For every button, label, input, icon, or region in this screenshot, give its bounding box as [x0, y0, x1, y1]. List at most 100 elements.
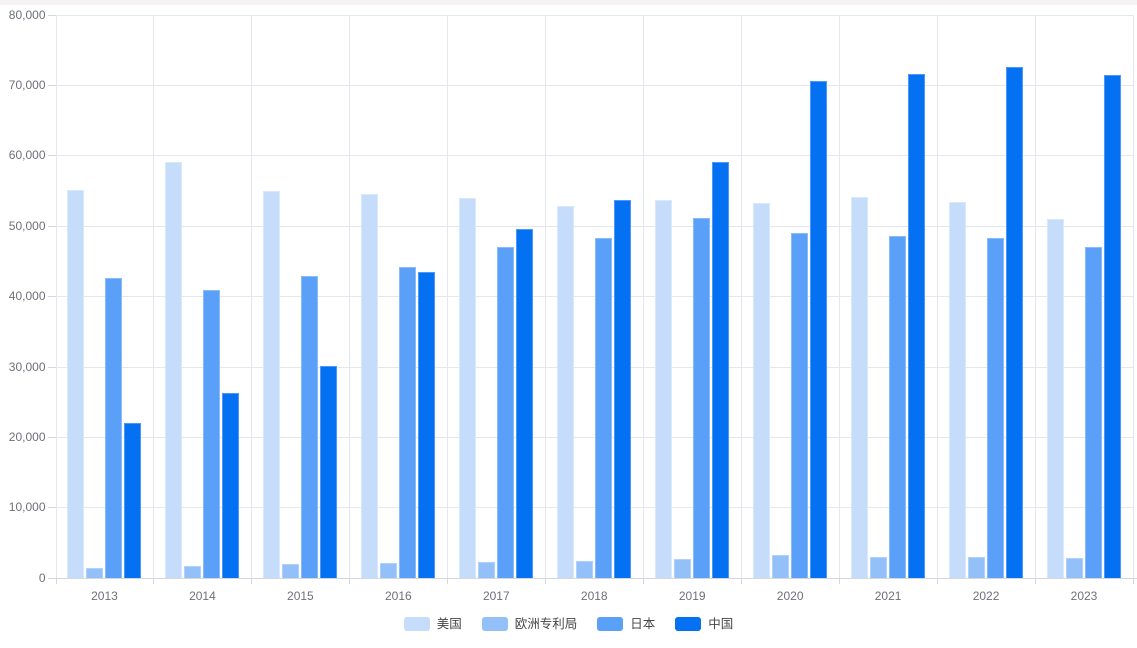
bar-cn-2014[interactable] — [222, 393, 240, 578]
x-axis-label-2022: 2022 — [972, 588, 1000, 603]
bar-us-2020[interactable] — [753, 203, 771, 578]
bar-us-2013[interactable] — [67, 189, 85, 578]
bar-jp-2023[interactable] — [1085, 246, 1102, 578]
bar-us-2023[interactable] — [1047, 218, 1064, 578]
bar-epo-2014[interactable] — [184, 565, 202, 578]
bar-epo-2018[interactable] — [576, 560, 594, 578]
bar-cn-2022[interactable] — [1006, 67, 1024, 578]
bar-epo-2013[interactable] — [86, 567, 104, 578]
bar-jp-2017[interactable] — [497, 246, 515, 578]
y-axis-tick — [47, 507, 56, 509]
bar-jp-2018[interactable] — [595, 237, 613, 578]
bar-jp-2015[interactable] — [301, 275, 319, 578]
legend-label-cn: 中国 — [708, 617, 734, 631]
y-axis-label: 10,000 — [8, 500, 46, 515]
bar-jp-2019[interactable] — [693, 217, 711, 578]
bar-epo-2017[interactable] — [478, 561, 496, 578]
bar-cn-2013[interactable] — [124, 422, 142, 578]
x-axis-tick — [839, 577, 841, 584]
bar-cn-2018[interactable] — [614, 199, 632, 578]
v-gridline — [839, 14, 841, 578]
chart-legend: 美国 欧洲专利局 日本 中国 — [0, 617, 1137, 631]
x-axis-tick — [1035, 577, 1037, 584]
legend-label-us: 美国 — [436, 617, 462, 631]
legend-swatch-us — [403, 617, 430, 631]
h-gridline — [55, 84, 1133, 86]
bar-us-2021[interactable] — [851, 196, 869, 578]
bar-group-2014 — [153, 15, 251, 578]
y-axis-tick — [47, 84, 56, 86]
h-gridline — [55, 436, 1133, 438]
x-axis-line — [55, 577, 1137, 579]
bar-epo-2023[interactable] — [1066, 557, 1083, 578]
x-axis-tick — [937, 577, 939, 584]
y-axis-label: 70,000 — [8, 77, 46, 92]
v-gridline — [1035, 14, 1037, 578]
x-axis-label-2017: 2017 — [482, 588, 510, 603]
bar-us-2018[interactable] — [557, 205, 575, 578]
y-axis-tick — [47, 155, 56, 157]
h-gridline — [55, 155, 1133, 157]
bar-us-2015[interactable] — [263, 190, 281, 578]
legend-item-jp[interactable]: 日本 — [597, 617, 655, 631]
x-axis-tick — [741, 577, 743, 584]
bar-epo-2021[interactable] — [870, 556, 888, 578]
y-axis-label: 30,000 — [8, 359, 46, 374]
y-axis-tick — [47, 366, 56, 368]
legend-swatch-jp — [597, 617, 624, 631]
x-axis-label-2016: 2016 — [384, 588, 412, 603]
bar-epo-2022[interactable] — [968, 556, 986, 578]
bar-epo-2016[interactable] — [380, 562, 398, 578]
bar-cn-2020[interactable] — [810, 80, 828, 578]
x-axis-label-2015: 2015 — [287, 588, 314, 603]
bar-us-2017[interactable] — [459, 197, 477, 578]
top-strip — [0, 0, 1137, 5]
y-axis-label: 80,000 — [8, 7, 46, 22]
bar-jp-2013[interactable] — [105, 277, 123, 578]
legend-item-epo[interactable]: 欧洲专利局 — [481, 617, 577, 631]
x-axis-label-2020: 2020 — [776, 588, 804, 603]
bar-cn-2021[interactable] — [908, 73, 926, 578]
bar-group-2021 — [839, 15, 937, 578]
x-axis-tick — [349, 577, 351, 584]
y-axis-label: 0 — [38, 570, 46, 585]
bar-us-2019[interactable] — [655, 199, 673, 578]
bar-epo-2020[interactable] — [772, 555, 790, 578]
v-gridline — [937, 14, 939, 578]
bar-jp-2016[interactable] — [399, 266, 417, 578]
bar-us-2022[interactable] — [949, 201, 967, 578]
x-axis-tick — [545, 577, 547, 584]
x-axis-tick — [251, 577, 253, 584]
legend-item-cn[interactable]: 中国 — [675, 617, 733, 631]
v-gridline — [447, 14, 449, 578]
y-axis-tick — [47, 436, 56, 438]
bar-jp-2022[interactable] — [987, 237, 1005, 578]
bar-cn-2017[interactable] — [516, 229, 534, 578]
h-gridline — [55, 225, 1133, 227]
legend-label-jp: 日本 — [630, 617, 656, 631]
legend-item-us[interactable]: 美国 — [403, 617, 462, 631]
x-axis-label-2013: 2013 — [91, 588, 118, 603]
v-gridline — [643, 14, 645, 578]
bar-group-2023 — [1035, 15, 1133, 578]
bar-cn-2015[interactable] — [320, 365, 338, 578]
y-axis-tick — [47, 225, 56, 227]
bar-group-2019 — [643, 15, 741, 578]
bar-cn-2019[interactable] — [712, 161, 730, 578]
x-axis-tick — [643, 577, 645, 584]
bar-us-2016[interactable] — [361, 194, 379, 578]
y-axis-tick — [47, 577, 56, 579]
bar-jp-2014[interactable] — [203, 290, 221, 578]
bar-cn-2016[interactable] — [418, 272, 436, 578]
bar-epo-2019[interactable] — [674, 559, 692, 578]
bar-epo-2015[interactable] — [282, 563, 300, 578]
h-gridline — [55, 507, 1133, 509]
bar-us-2014[interactable] — [165, 162, 183, 578]
bar-group-2017 — [447, 15, 545, 578]
bar-cn-2023[interactable] — [1104, 75, 1121, 578]
bar-jp-2020[interactable] — [791, 232, 809, 578]
bar-jp-2021[interactable] — [889, 235, 907, 578]
x-axis-tick — [447, 577, 449, 584]
x-axis-label-2018: 2018 — [580, 588, 608, 603]
